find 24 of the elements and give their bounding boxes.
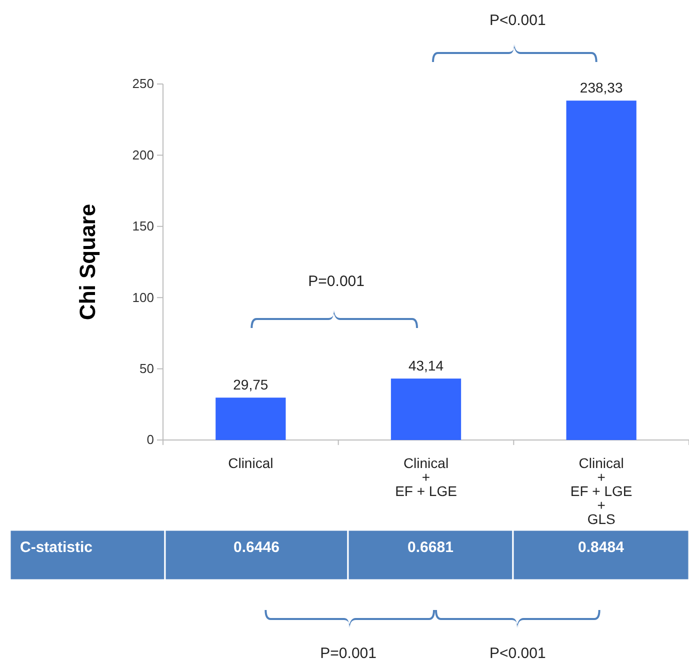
bar	[566, 100, 636, 440]
y-tick-label: 200	[132, 147, 154, 162]
text: P=0.001	[320, 645, 376, 662]
y-tick-label: 150	[132, 218, 154, 234]
text: 0.8484	[578, 539, 625, 556]
data-label: 43,14	[408, 358, 444, 374]
text: 0.6681	[408, 539, 454, 556]
text: 0.6446	[234, 539, 280, 556]
y-tick-label: 250	[132, 76, 154, 92]
bar	[390, 378, 462, 440]
y-tick-label: 100	[132, 290, 154, 305]
x-tick-label: Clinical	[228, 455, 274, 471]
text: P<0.001	[490, 12, 546, 29]
annotation: P=0.001	[308, 273, 364, 290]
y-tick-label: 50	[140, 360, 154, 376]
data-label: 29,75	[233, 376, 268, 393]
y-axis-title: Chi Square	[75, 204, 100, 320]
text: C-statistic	[20, 539, 93, 556]
data-label: 238,33	[580, 80, 623, 96]
y-tick-label: 0	[146, 432, 154, 448]
bar	[216, 398, 286, 440]
x-tick-label: Clinical + EF + LGE	[395, 455, 457, 499]
x-tick-label: Clinical + EF + LGE + GLS	[570, 455, 632, 527]
text: P<0.001	[490, 645, 546, 662]
